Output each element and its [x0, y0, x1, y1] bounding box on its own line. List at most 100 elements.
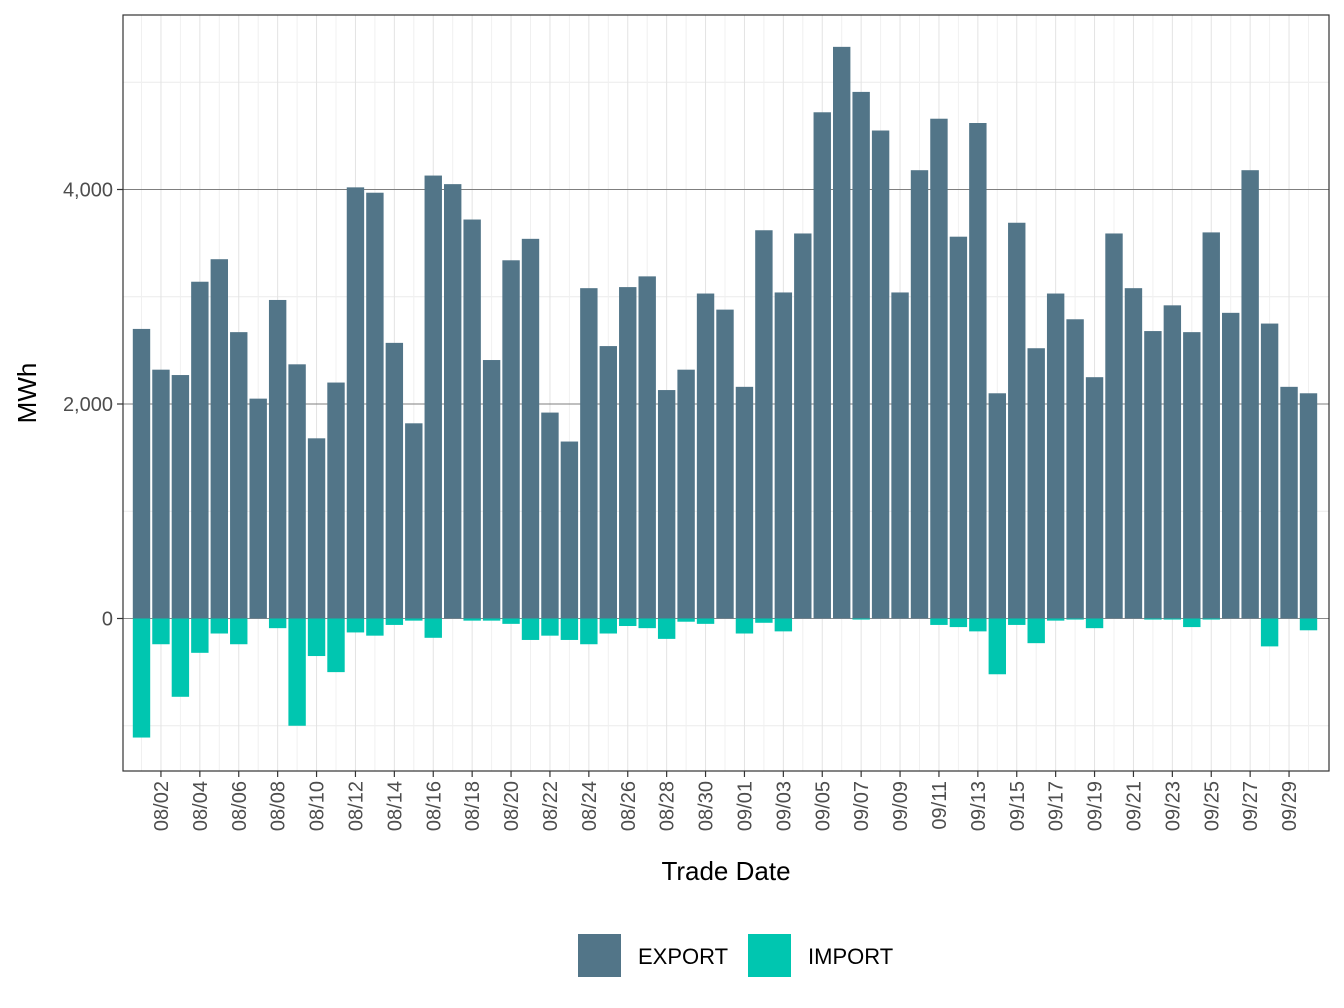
- bar-export-08-28: [657, 390, 676, 619]
- bar-export-09-23: [1163, 305, 1182, 619]
- bar-export-08-10: [307, 438, 326, 619]
- bar-export-08-14: [385, 342, 404, 619]
- bar-import-08-23: [560, 618, 579, 640]
- bar-export-08-06: [230, 332, 248, 619]
- legend-label-import: IMPORT: [808, 944, 893, 969]
- x-tick-label: 09/25: [1201, 781, 1223, 831]
- bar-export-08-03: [171, 375, 190, 619]
- bar-export-09-04: [794, 233, 812, 619]
- bar-import-08-16: [424, 618, 442, 638]
- bar-export-08-16: [424, 175, 442, 619]
- bar-import-08-29: [677, 618, 695, 622]
- bar-import-09-16: [1027, 618, 1045, 644]
- bar-export-09-16: [1027, 348, 1045, 619]
- bar-export-09-18: [1066, 319, 1084, 619]
- bar-import-09-19: [1085, 618, 1104, 629]
- x-tick-label: 08/26: [618, 781, 640, 831]
- bar-import-08-15: [405, 618, 423, 621]
- x-tick-label: 09/23: [1162, 781, 1184, 831]
- x-tick-label: 09/13: [968, 781, 990, 831]
- bar-import-08-19: [482, 618, 501, 621]
- bar-export-09-09: [891, 292, 909, 619]
- x-tick-label: 09/07: [851, 781, 873, 831]
- bar-export-08-20: [502, 260, 520, 619]
- x-tick-label: 09/19: [1085, 781, 1107, 831]
- y-tick-label: 2,000: [63, 394, 113, 416]
- bar-export-08-15: [405, 423, 423, 619]
- x-tick-label: 09/21: [1123, 781, 1145, 831]
- bar-export-08-12: [346, 187, 365, 619]
- bar-import-08-26: [619, 618, 637, 627]
- bar-export-09-10: [910, 170, 929, 619]
- bar-export-08-23: [560, 441, 579, 619]
- bar-export-09-25: [1202, 232, 1220, 619]
- x-tick-label: 09/03: [773, 781, 795, 831]
- bar-export-08-29: [677, 369, 695, 619]
- bar-export-09-14: [988, 393, 1006, 619]
- bar-export-08-13: [366, 192, 384, 619]
- bar-import-09-22: [1144, 618, 1162, 620]
- bar-import-08-20: [502, 618, 520, 624]
- bar-import-09-17: [1046, 618, 1065, 621]
- bar-import-09-03: [774, 618, 793, 632]
- bar-export-08-18: [463, 219, 481, 619]
- bar-import-08-02: [152, 618, 170, 645]
- bar-import-08-27: [638, 618, 656, 629]
- bar-export-08-09: [288, 364, 306, 619]
- bar-export-09-02: [755, 230, 773, 619]
- x-tick-label: 09/01: [734, 781, 756, 831]
- bar-import-08-28: [657, 618, 676, 639]
- y-tick-label: 0: [102, 609, 113, 631]
- bar-export-08-01: [132, 328, 151, 619]
- x-tick-label: 08/22: [540, 781, 562, 831]
- bar-export-08-08: [268, 299, 287, 619]
- bar-import-09-25: [1202, 618, 1220, 620]
- bar-export-08-27: [638, 276, 656, 619]
- bar-export-08-07: [249, 398, 267, 619]
- bar-export-08-11: [327, 382, 345, 619]
- bar-import-08-01: [132, 618, 151, 738]
- bar-import-08-06: [230, 618, 248, 645]
- bar-import-08-10: [307, 618, 326, 657]
- x-tick-label: 08/18: [462, 781, 484, 831]
- bar-export-09-22: [1144, 331, 1162, 619]
- bar-export-09-05: [813, 112, 831, 619]
- bar-export-08-31: [716, 309, 734, 619]
- bar-export-09-24: [1183, 332, 1201, 619]
- x-tick-label: 08/14: [384, 781, 406, 831]
- bar-export-09-06: [833, 46, 851, 619]
- bar-export-09-01: [735, 386, 754, 619]
- y-axis-title: MWh: [12, 363, 42, 424]
- bar-import-09-13: [969, 618, 987, 632]
- bar-import-08-30: [696, 618, 715, 624]
- bars: [132, 46, 1318, 738]
- legend: EXPORT IMPORT: [578, 934, 893, 977]
- bar-export-09-12: [949, 236, 968, 619]
- y-tick-label: 4,000: [63, 180, 113, 202]
- bar-export-09-29: [1280, 386, 1298, 619]
- x-tick-label: 08/16: [423, 781, 445, 831]
- bar-export-08-04: [191, 281, 209, 619]
- bar-export-09-19: [1085, 377, 1104, 619]
- x-tick-label: 09/29: [1279, 781, 1301, 831]
- bar-export-08-24: [580, 288, 598, 619]
- bar-export-09-30: [1299, 393, 1318, 619]
- x-tick-label: 08/24: [579, 781, 601, 831]
- bar-export-08-02: [152, 369, 170, 619]
- bar-export-09-17: [1046, 293, 1065, 619]
- x-tick-label: 08/12: [345, 781, 367, 831]
- x-tick-label: 09/17: [1046, 781, 1068, 831]
- bar-export-08-19: [482, 360, 501, 619]
- x-axis: 08/02 08/04 08/06 08/08 08/10 08/12 08/14 08/16…: [151, 771, 1301, 831]
- bar-import-09-11: [930, 618, 948, 625]
- bar-import-08-05: [210, 618, 228, 634]
- bar-import-08-25: [599, 618, 617, 634]
- x-tick-label: 08/20: [501, 781, 523, 831]
- bar-export-09-15: [1008, 222, 1026, 619]
- bar-export-08-30: [696, 293, 715, 619]
- x-tick-label: 08/28: [657, 781, 679, 831]
- bar-import-09-14: [988, 618, 1006, 675]
- bar-import-08-22: [541, 618, 559, 636]
- bar-import-08-08: [268, 618, 287, 629]
